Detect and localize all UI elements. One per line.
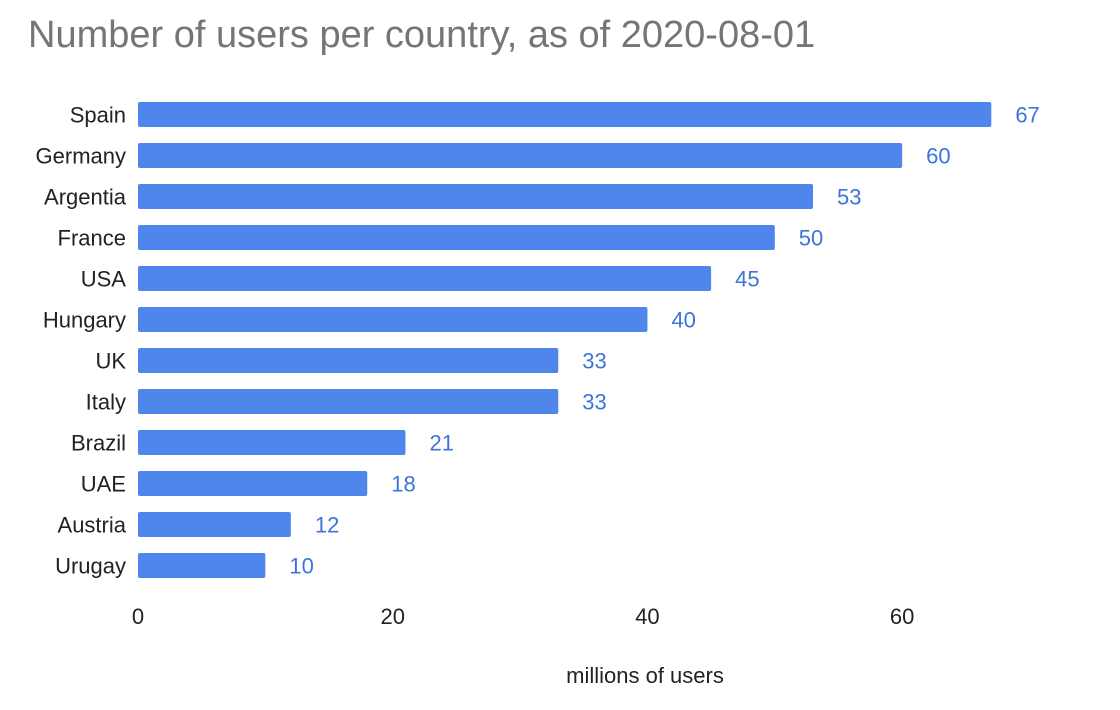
x-tick-label: 20 bbox=[380, 604, 404, 629]
x-tick-label: 60 bbox=[890, 604, 914, 629]
bar-spain bbox=[138, 102, 992, 127]
chart-title: Number of users per country, as of 2020-… bbox=[28, 14, 816, 56]
data-label: 33 bbox=[582, 390, 606, 415]
data-label: 40 bbox=[671, 308, 695, 333]
x-axis-title: millions of users bbox=[566, 663, 724, 688]
data-label: 33 bbox=[582, 349, 606, 374]
category-label: Hungary bbox=[43, 308, 126, 333]
category-label: USA bbox=[81, 267, 127, 292]
bar-usa bbox=[138, 266, 712, 291]
bar-germany bbox=[138, 143, 903, 168]
category-label: Austria bbox=[58, 513, 127, 538]
category-label: Argentia bbox=[44, 185, 127, 210]
category-label: UK bbox=[95, 349, 126, 374]
category-label: Italy bbox=[86, 390, 126, 415]
bar-urugay bbox=[138, 553, 266, 578]
data-label: 18 bbox=[391, 472, 415, 497]
data-label: 10 bbox=[289, 554, 313, 579]
bar-argentia bbox=[138, 184, 814, 209]
bar-italy bbox=[138, 389, 559, 414]
bar-hungary bbox=[138, 307, 648, 332]
category-label: Urugay bbox=[55, 554, 126, 579]
data-label: 67 bbox=[1015, 103, 1039, 128]
data-label: 53 bbox=[837, 185, 861, 210]
bar-austria bbox=[138, 512, 291, 537]
data-label: 21 bbox=[429, 431, 453, 456]
x-axis-ticks: 0 20 40 60 bbox=[132, 604, 915, 629]
category-label: UAE bbox=[81, 472, 126, 497]
category-label: Germany bbox=[36, 144, 126, 169]
bar-uae bbox=[138, 471, 368, 496]
bar-uk bbox=[138, 348, 559, 373]
x-tick-label: 0 bbox=[132, 604, 144, 629]
data-label: 50 bbox=[799, 226, 823, 251]
category-label: Brazil bbox=[71, 431, 126, 456]
category-label: France bbox=[58, 226, 126, 251]
data-label: 60 bbox=[926, 144, 950, 169]
data-label: 12 bbox=[315, 513, 339, 538]
bars-group bbox=[138, 102, 992, 578]
category-labels: Spain Germany Argentia France USA Hungary UK It… bbox=[36, 103, 127, 579]
bar-brazil bbox=[138, 430, 406, 455]
bar-france bbox=[138, 225, 775, 250]
category-label: Spain bbox=[70, 103, 126, 128]
data-label: 45 bbox=[735, 267, 759, 292]
x-tick-label: 40 bbox=[635, 604, 659, 629]
